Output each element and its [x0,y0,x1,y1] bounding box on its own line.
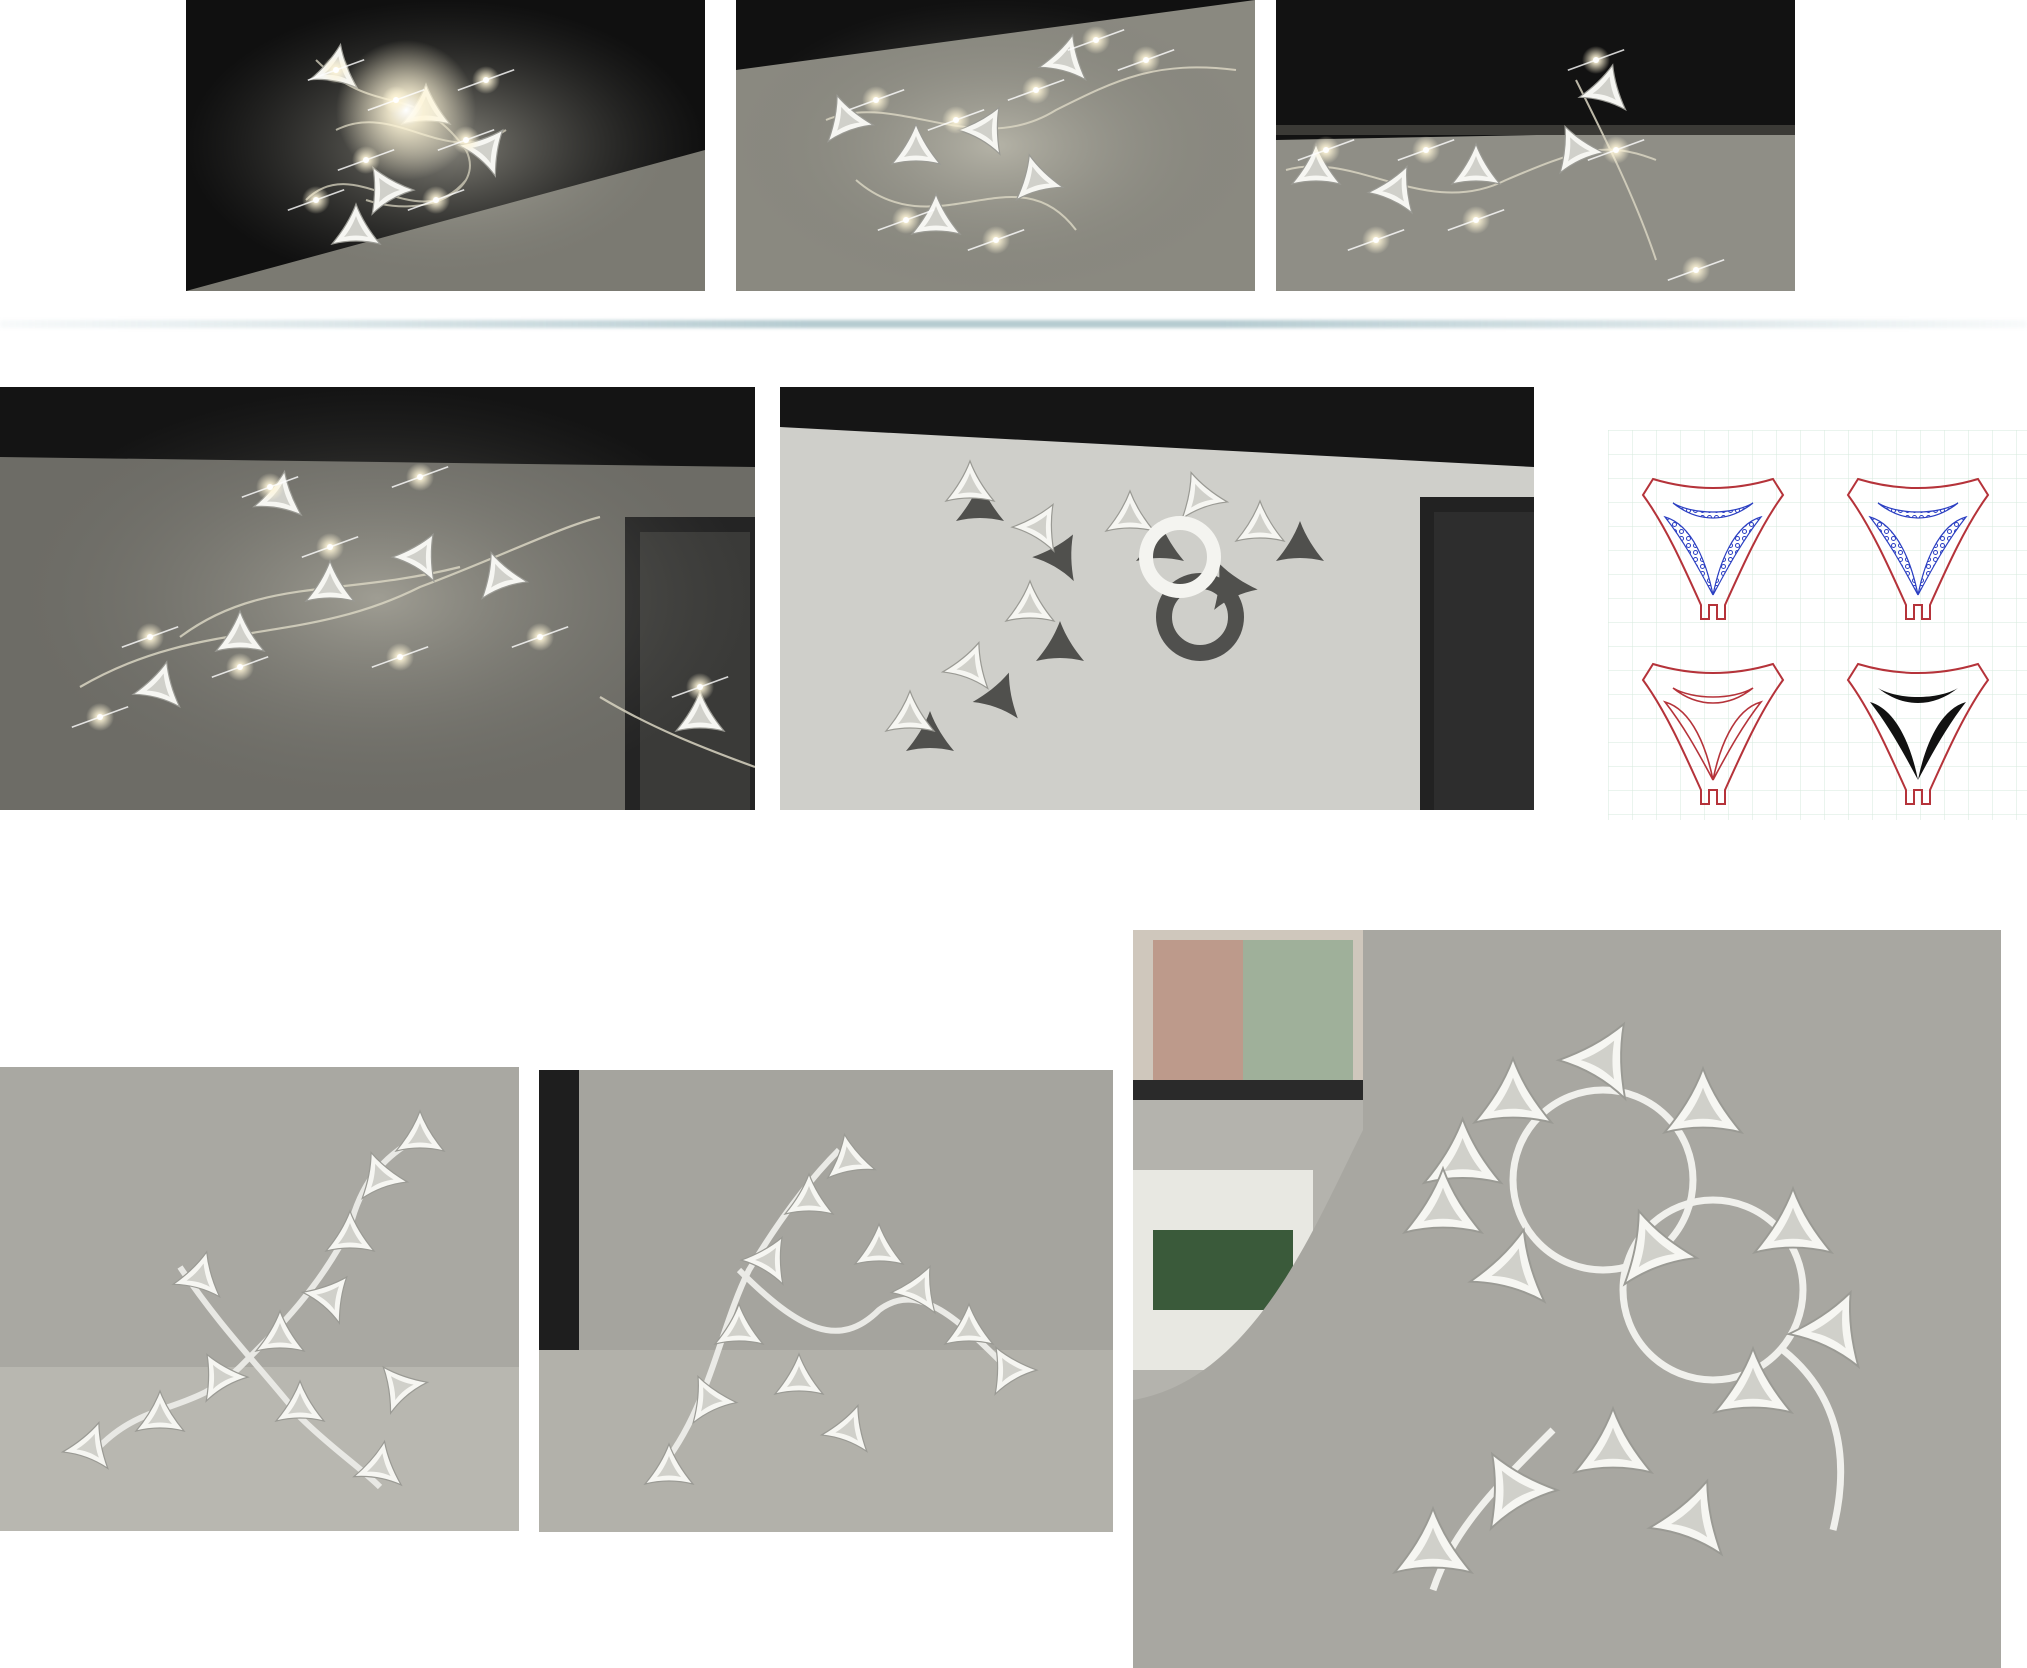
lit-garland-photo-4 [0,387,755,810]
lit-garland-photo-3 [1276,0,1795,291]
tabletop-model-photo-3 [1133,930,2001,1668]
lit-garland-photo-2 [736,0,1255,291]
section-divider [0,320,2027,328]
tabletop-model-photo-2 [539,1070,1113,1532]
tabletop-model-photo-1 [0,1067,519,1531]
lit-garland-photo-1 [186,0,705,291]
cutting-pattern-drawing [1608,430,2027,820]
wall-shadow-photo [780,387,1534,810]
